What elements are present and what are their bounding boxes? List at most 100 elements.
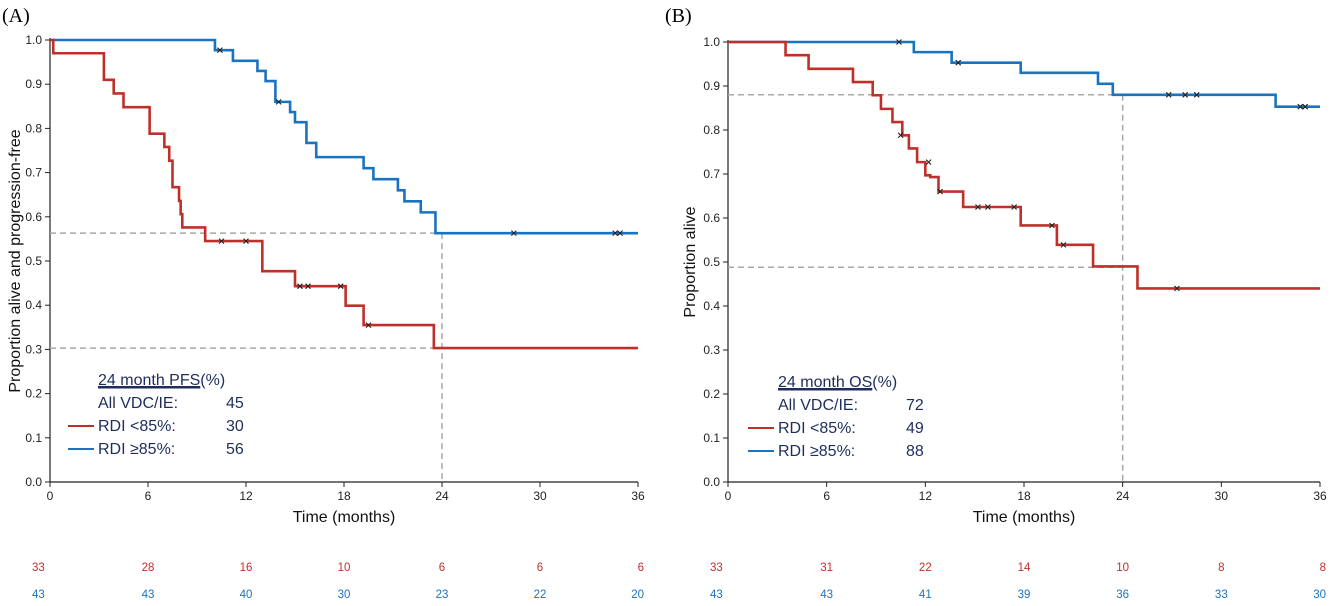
x-tick-label: 6 xyxy=(823,489,830,503)
censor-mark-stroke xyxy=(337,283,344,290)
y-tick-label: 0.5 xyxy=(25,254,42,268)
censor-mark xyxy=(1011,204,1018,210)
censor-mark xyxy=(337,283,344,290)
legend-value: 72 xyxy=(906,397,924,414)
km-curve-rdi-low xyxy=(50,38,638,350)
legend-label: All VDC/IE: xyxy=(98,395,178,412)
censor-mark-stroke xyxy=(1060,241,1067,248)
at-risk-rdi-low: 31 xyxy=(820,562,833,574)
at-risk-rdi-low: 8 xyxy=(1320,562,1326,574)
censor-mark-stroke xyxy=(275,98,282,105)
y-tick-label: 0.8 xyxy=(703,123,720,137)
at-risk-rdi-high: 40 xyxy=(240,589,253,601)
censor-mark-stroke xyxy=(955,59,962,66)
numbers-at-risk: 33 28 16 10 6 6 6 43 43 40 30 23 22 20 xyxy=(32,562,644,601)
x-tick-label: 18 xyxy=(337,489,351,503)
censor-mark xyxy=(617,230,623,237)
censor-mark-stroke xyxy=(1174,285,1180,292)
legend-title: 24 month OS xyxy=(778,374,872,391)
y-tick-label: 0.9 xyxy=(25,77,42,91)
censor-mark-stroke xyxy=(305,283,311,290)
at-risk-rdi-low: 22 xyxy=(919,562,932,574)
y-tick-label: 0.2 xyxy=(25,387,42,401)
censor-mark-stroke xyxy=(297,283,303,290)
x-tick-label: 0 xyxy=(725,489,732,503)
y-tick-label: 0.8 xyxy=(25,121,42,135)
x-tick-label: 30 xyxy=(1215,489,1229,503)
x-tick-label: 18 xyxy=(1017,489,1031,503)
censor-mark xyxy=(925,159,932,166)
censor-mark-stroke xyxy=(617,230,623,237)
at-risk-rdi-high: 36 xyxy=(1116,589,1129,601)
x-tick-label: 12 xyxy=(239,489,253,503)
at-risk-rdi-low: 28 xyxy=(142,562,155,574)
censor-mark xyxy=(955,59,962,66)
y-tick-label: 1.0 xyxy=(703,35,720,49)
censor-mark-stroke xyxy=(365,322,372,328)
y-tick-label: 0.0 xyxy=(25,475,42,489)
panel-a: (A) 0 6 12 18 24 30 36 0.0 0.1 0.2 0.3 0.4 0.5 0.6 0.7 0… xyxy=(2,5,645,601)
censor-mark-stroke xyxy=(1193,91,1200,98)
censor-mark xyxy=(984,204,991,210)
censor-mark-stroke xyxy=(897,132,904,139)
censor-mark xyxy=(243,238,249,244)
x-tick-label: 30 xyxy=(533,489,547,503)
censor-mark xyxy=(297,283,303,290)
censor-mark-stroke xyxy=(243,238,249,244)
censor-mark-stroke xyxy=(925,159,932,166)
censor-mark xyxy=(1174,285,1180,292)
legend-value: 49 xyxy=(906,420,924,437)
at-risk-rdi-low: 33 xyxy=(32,562,45,574)
censor-mark xyxy=(1060,241,1067,248)
km-curve-rdi-low xyxy=(728,40,1320,290)
y-tick-label: 0.4 xyxy=(703,299,720,313)
at-risk-rdi-high: 39 xyxy=(1018,589,1031,601)
at-risk-rdi-low: 6 xyxy=(638,562,644,574)
censor-mark xyxy=(216,47,223,54)
y-tick-label: 1.0 xyxy=(25,33,42,47)
at-risk-rdi-low: 33 xyxy=(710,562,723,574)
censor-mark xyxy=(1297,103,1304,110)
x-tick-label: 36 xyxy=(631,489,645,503)
at-risk-rdi-low: 14 xyxy=(1018,562,1031,574)
y-tick-label: 0.2 xyxy=(703,387,720,401)
panel-label: (B) xyxy=(665,5,692,27)
censor-mark-stroke xyxy=(1049,222,1055,229)
censor-mark xyxy=(275,98,282,105)
censor-mark xyxy=(1182,91,1189,98)
censor-mark xyxy=(975,204,981,210)
at-risk-rdi-high: 41 xyxy=(919,589,932,601)
at-risk-rdi-high: 43 xyxy=(32,589,45,601)
censor-mark xyxy=(218,238,225,244)
censor-mark xyxy=(1302,103,1309,110)
km-curve-rdi-high xyxy=(728,40,1320,108)
legend-title-suffix: (%) xyxy=(200,372,225,389)
km-curve-rdi-high xyxy=(50,38,638,235)
at-risk-rdi-high: 22 xyxy=(534,589,547,601)
censor-mark-stroke xyxy=(612,230,619,237)
censor-mark-stroke xyxy=(1302,103,1309,110)
censor-mark xyxy=(510,230,517,237)
censor-mark-stroke xyxy=(896,39,902,45)
censor-mark-stroke xyxy=(510,230,517,237)
x-tick-label: 24 xyxy=(435,489,449,503)
censor-mark-stroke xyxy=(1182,91,1189,98)
y-tick-label: 0.6 xyxy=(25,210,42,224)
at-risk-rdi-low: 16 xyxy=(240,562,253,574)
y-tick-label: 0.5 xyxy=(703,255,720,269)
censor-mark xyxy=(1049,222,1055,229)
censor-mark xyxy=(1165,91,1172,98)
censor-mark xyxy=(937,188,944,195)
y-tick-label: 0.3 xyxy=(25,342,42,356)
censor-mark-stroke xyxy=(937,188,944,195)
legend-label: RDI <85%: xyxy=(778,420,856,437)
censor-mark xyxy=(1193,91,1200,98)
censor-mark-stroke xyxy=(218,238,225,244)
at-risk-rdi-high: 23 xyxy=(436,589,449,601)
at-risk-rdi-high: 43 xyxy=(820,589,833,601)
x-axis-title: Time (months) xyxy=(293,509,396,526)
at-risk-rdi-low: 10 xyxy=(1116,562,1129,574)
at-risk-rdi-low: 10 xyxy=(338,562,351,574)
censor-mark-stroke xyxy=(1297,103,1304,110)
y-tick-label: 0.7 xyxy=(703,167,720,181)
